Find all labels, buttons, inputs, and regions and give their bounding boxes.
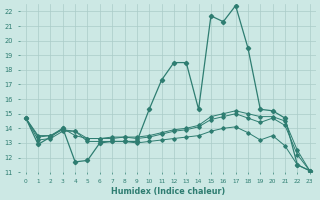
X-axis label: Humidex (Indice chaleur): Humidex (Indice chaleur) [111,187,225,196]
